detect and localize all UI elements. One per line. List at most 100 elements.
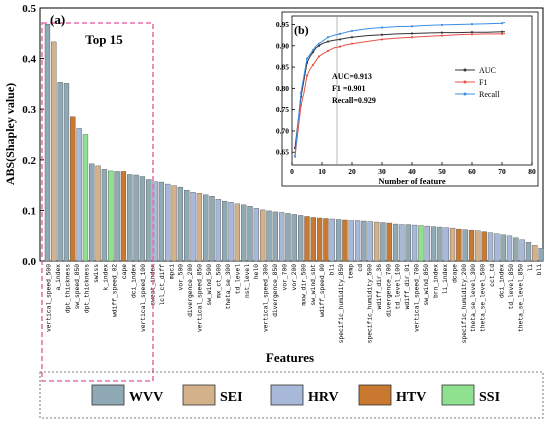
inset-series-point bbox=[350, 29, 354, 32]
bar bbox=[335, 219, 342, 262]
main-x-tick-label: bli bbox=[536, 264, 543, 276]
inset-series-point bbox=[293, 155, 297, 158]
inset-series-point bbox=[440, 31, 444, 34]
bar bbox=[304, 216, 310, 262]
bar bbox=[114, 171, 120, 262]
inset-y-tick-label: 0.65 bbox=[276, 148, 289, 157]
main-x-axis-title: Features bbox=[266, 350, 314, 365]
bar bbox=[247, 206, 253, 262]
main-x-tick-label: sw_wind_500 bbox=[206, 264, 213, 306]
inset-y-tick-label: 0.75 bbox=[276, 105, 289, 114]
main-x-tick-label: sw_speed_850 bbox=[74, 264, 81, 310]
bar bbox=[462, 229, 468, 262]
main-y-axis: 0.0 0.1 0.2 0.3 0.4 0.5 bbox=[22, 3, 44, 268]
bar bbox=[44, 23, 51, 262]
bar bbox=[532, 245, 538, 262]
inset-legend: AUC F1 Recall bbox=[455, 66, 500, 99]
bar bbox=[430, 226, 437, 262]
bar bbox=[120, 171, 127, 262]
bar bbox=[380, 222, 386, 262]
bar bbox=[405, 224, 411, 262]
inset-x-tick-label: 80 bbox=[528, 167, 536, 176]
main-x-tick-label: specific_humidity_200 bbox=[461, 264, 468, 344]
main-x-tick-label: vertical_speed_500 bbox=[46, 264, 53, 332]
main-x-tick-label: vor_700 bbox=[282, 264, 289, 291]
bar bbox=[513, 237, 519, 262]
main-x-tick-label: swiss bbox=[93, 264, 100, 283]
bar bbox=[399, 224, 405, 262]
main-x-tick-label: dpt_thickness bbox=[65, 264, 72, 313]
inset-series-point bbox=[380, 38, 384, 41]
main-x-tick-label: wdiff_dir_36 bbox=[376, 264, 383, 310]
main-x-tick-label: dci_index bbox=[131, 264, 138, 298]
main-y-tick-label: 0.4 bbox=[22, 54, 36, 66]
bar bbox=[266, 210, 272, 262]
bar bbox=[146, 179, 152, 262]
inset-annotation-f1: F1 =0.901 bbox=[332, 84, 365, 93]
bar bbox=[538, 248, 544, 262]
bar bbox=[171, 185, 177, 262]
inset-lines bbox=[293, 21, 506, 158]
main-y-tick-label: 0.3 bbox=[22, 104, 36, 116]
main-x-tick-label: theta_se_level_500 bbox=[480, 264, 487, 332]
main-x-tick-label: dci_index bbox=[499, 264, 506, 298]
inset-legend-label: Recall bbox=[479, 90, 500, 99]
main-x-tick-label: wdiff_speed_02 bbox=[112, 264, 119, 317]
main-x-tick-label: li_index bbox=[442, 264, 449, 294]
main-x-tick-label: sw_wind_sbt bbox=[310, 264, 317, 306]
main-x-tick-label: mpci bbox=[168, 264, 175, 279]
bar bbox=[361, 220, 367, 262]
bar bbox=[95, 165, 101, 262]
bar bbox=[139, 176, 146, 262]
inset-y-tick-label: 0.80 bbox=[276, 84, 289, 93]
main-x-tick-label: td_level_850 bbox=[508, 264, 515, 310]
main-legend: WVV SEI HRV HTV SSI bbox=[91, 384, 500, 406]
bar bbox=[89, 163, 95, 262]
inset-series-point bbox=[317, 42, 321, 45]
main-y-tick-label: 0.5 bbox=[22, 3, 36, 15]
inset-series-point bbox=[299, 91, 303, 94]
main-x-tick-label: cd bbox=[357, 264, 364, 272]
bar bbox=[133, 174, 139, 262]
main-x-tick-label: k_index bbox=[102, 264, 109, 291]
bar bbox=[525, 242, 532, 262]
bar bbox=[278, 212, 285, 262]
main-x-tick-label: vertical_speed_100 bbox=[140, 264, 147, 332]
main-x-tick-label: hel0 bbox=[253, 264, 260, 279]
inset-series-point bbox=[338, 38, 342, 41]
inset-series-point bbox=[317, 55, 321, 58]
main-x-tick-label: li bbox=[527, 264, 534, 272]
inset-series-point bbox=[299, 104, 303, 107]
inset-series-point bbox=[326, 40, 330, 43]
main-x-tick-label: vertical_speed_850 bbox=[197, 264, 204, 332]
inset-series-point bbox=[470, 31, 474, 34]
legend-swatch bbox=[270, 384, 304, 406]
main-x-tick-label: theta_se_level_300 bbox=[470, 264, 477, 332]
main-x-tick-label: nst_level bbox=[244, 264, 251, 298]
inset-series-point bbox=[500, 22, 504, 25]
bar bbox=[323, 218, 329, 262]
inset-series-point bbox=[440, 34, 444, 37]
bar bbox=[437, 226, 443, 262]
inset-series-point bbox=[410, 25, 414, 28]
inset-series-point bbox=[410, 36, 414, 39]
inset-x-tick-label: 10 bbox=[318, 167, 326, 176]
main-x-tick-label: wdiff_speed_00 bbox=[319, 264, 326, 317]
bar bbox=[373, 221, 380, 262]
inset-series-point bbox=[311, 48, 315, 52]
bar bbox=[82, 134, 89, 262]
main-x-tick-label: mx_ct_500 bbox=[216, 264, 223, 298]
inset-series-point bbox=[380, 33, 384, 36]
legend-label: HRV bbox=[308, 390, 339, 405]
main-x-tick-label: sw_wind_850 bbox=[423, 264, 430, 306]
inset-x-tick-label: 0 bbox=[290, 167, 294, 176]
main-y-tick-label: 0.0 bbox=[22, 256, 36, 268]
inset-background bbox=[281, 11, 539, 187]
main-x-tick-label: wdiff_dir_01 bbox=[404, 264, 411, 310]
inset-x-tick-label: 60 bbox=[468, 167, 476, 176]
bar bbox=[443, 227, 449, 262]
inset-series-point bbox=[440, 23, 444, 27]
bar bbox=[158, 181, 165, 262]
bar bbox=[259, 209, 266, 262]
bar bbox=[196, 192, 203, 262]
